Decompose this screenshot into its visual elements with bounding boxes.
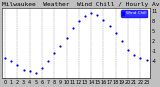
Point bbox=[65, 37, 68, 39]
Point bbox=[28, 70, 31, 72]
Point bbox=[127, 49, 129, 50]
Point bbox=[115, 32, 117, 34]
Point bbox=[35, 72, 37, 74]
Text: Milwaukee  Weather  Wind Chill / Hourly Average / (24 Hours): Milwaukee Weather Wind Chill / Hourly Av… bbox=[2, 2, 160, 7]
Point bbox=[59, 46, 62, 47]
Point bbox=[139, 57, 142, 59]
Point bbox=[84, 16, 86, 17]
Point bbox=[53, 52, 56, 54]
Point bbox=[41, 67, 43, 69]
Point bbox=[90, 12, 92, 14]
Point bbox=[47, 61, 49, 62]
Point bbox=[96, 14, 99, 15]
Point bbox=[133, 54, 136, 55]
Point bbox=[16, 64, 19, 65]
Point bbox=[72, 27, 74, 29]
Point bbox=[22, 69, 25, 70]
Point bbox=[102, 19, 105, 20]
Point bbox=[78, 21, 80, 22]
Point bbox=[108, 26, 111, 27]
Point bbox=[121, 41, 123, 42]
Point bbox=[10, 61, 13, 62]
Legend: Wind Chill: Wind Chill bbox=[121, 10, 148, 17]
Point bbox=[4, 57, 6, 59]
Point bbox=[145, 59, 148, 60]
